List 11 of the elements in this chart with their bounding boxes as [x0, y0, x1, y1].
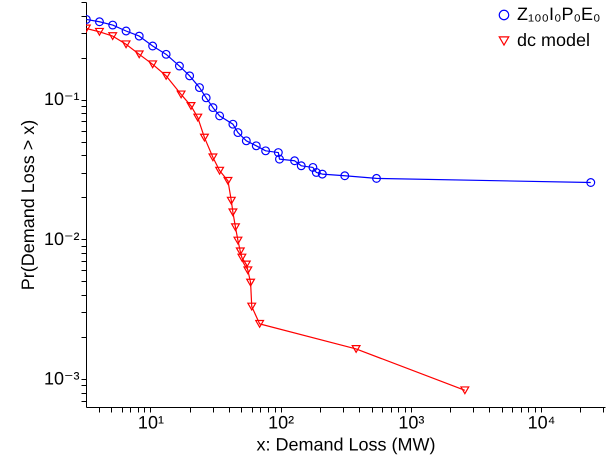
- legend-label: Z₁₀₀I₀P₀E₀: [517, 4, 600, 24]
- y-tick-label: 10⁻³: [44, 368, 80, 388]
- y-tick-label: 10⁻²: [44, 228, 80, 249]
- x-axis-title: x: Demand Loss (MW): [256, 434, 436, 454]
- x-tick-label: 10⁴: [528, 412, 556, 432]
- y-axis-title: Pr(Demand Loss > x): [18, 120, 38, 290]
- x-tick-label: 10¹: [138, 412, 164, 432]
- x-tick-label: 10²: [268, 412, 294, 432]
- x-tick-label: 10³: [398, 412, 424, 432]
- legend-label: dc model: [517, 30, 590, 50]
- y-tick-label: 10⁻¹: [44, 89, 80, 110]
